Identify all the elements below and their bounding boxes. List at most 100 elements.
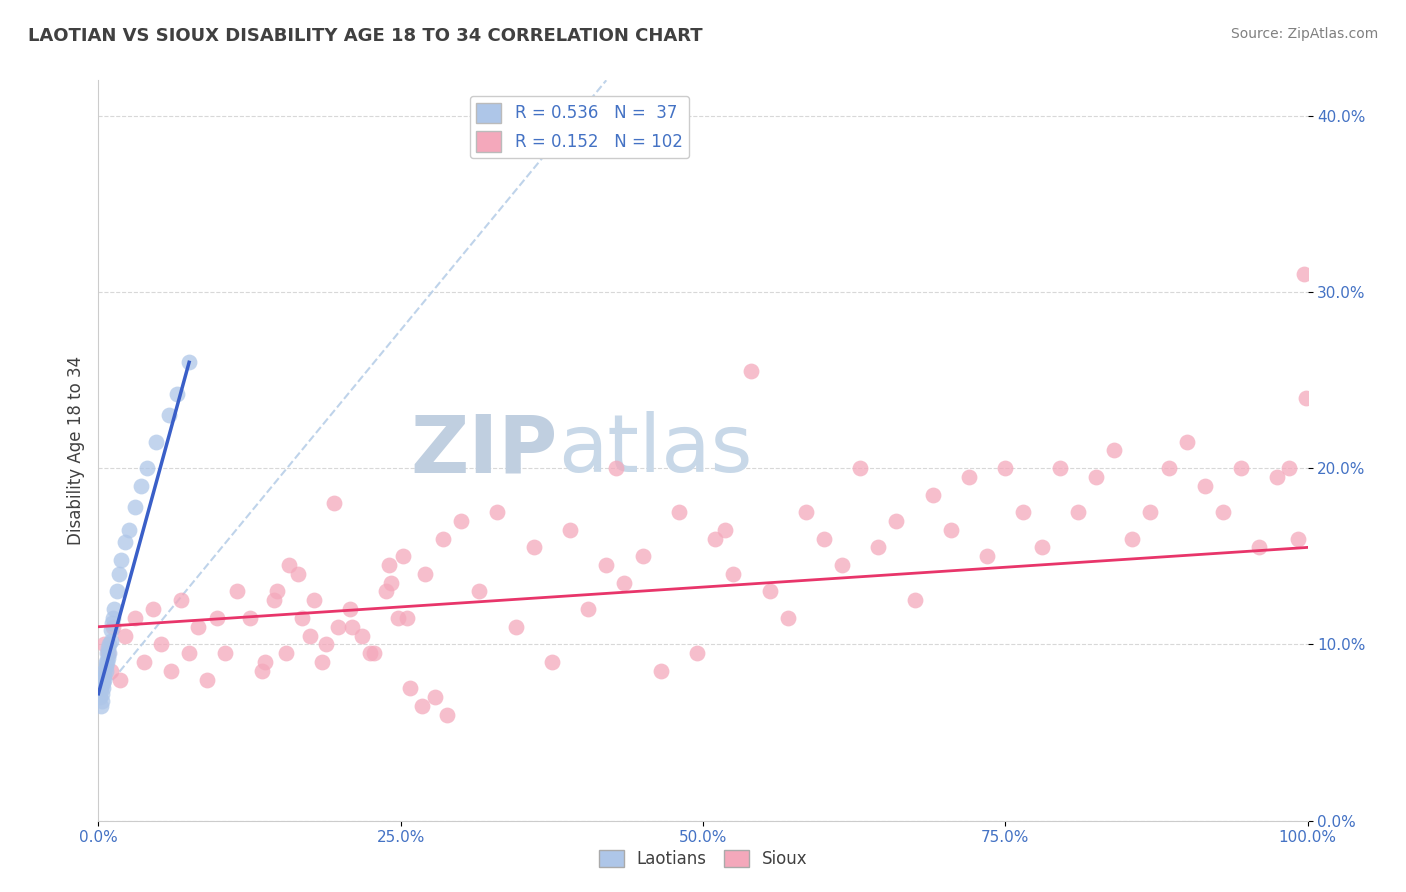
Point — [195, 673, 218, 687]
Point — [89, 690, 111, 705]
Point — [118, 523, 141, 537]
Point — [169, 593, 191, 607]
Point — [302, 593, 325, 607]
Point — [287, 566, 309, 581]
Point — [1295, 391, 1317, 405]
Point — [100, 633, 122, 648]
Point — [124, 611, 146, 625]
Legend: Laotians, Sioux: Laotians, Sioux — [592, 843, 814, 875]
Point — [704, 532, 727, 546]
Point — [558, 523, 581, 537]
Point — [1249, 541, 1271, 555]
Point — [813, 532, 835, 546]
Point — [468, 584, 491, 599]
Point — [436, 707, 458, 722]
Point — [250, 664, 273, 678]
Point — [994, 461, 1017, 475]
Point — [150, 637, 173, 651]
Point — [110, 553, 132, 567]
Point — [299, 628, 322, 642]
Point — [93, 669, 115, 683]
Point — [939, 523, 962, 537]
Point — [114, 535, 136, 549]
Point — [157, 408, 180, 422]
Point — [311, 655, 333, 669]
Point — [1102, 443, 1125, 458]
Point — [794, 505, 817, 519]
Point — [263, 593, 285, 607]
Point — [363, 646, 385, 660]
Point — [254, 655, 277, 669]
Point — [380, 575, 402, 590]
Point — [595, 558, 617, 572]
Point — [350, 628, 373, 642]
Point — [315, 637, 337, 651]
Point — [831, 558, 853, 572]
Point — [605, 461, 627, 475]
Point — [423, 690, 446, 705]
Point — [631, 549, 654, 564]
Point — [1139, 505, 1161, 519]
Point — [124, 500, 146, 514]
Point — [239, 611, 262, 625]
Point — [129, 479, 152, 493]
Point — [90, 699, 112, 714]
Point — [668, 505, 690, 519]
Point — [98, 637, 121, 651]
Point — [323, 496, 346, 510]
Point — [90, 681, 112, 696]
Point — [134, 655, 156, 669]
Point — [135, 461, 157, 475]
Point — [91, 694, 114, 708]
Point — [523, 541, 546, 555]
Point — [160, 664, 183, 678]
Point — [399, 681, 422, 696]
Point — [96, 655, 118, 669]
Point — [650, 664, 672, 678]
Point — [179, 355, 201, 369]
Point — [142, 602, 165, 616]
Point — [94, 664, 117, 678]
Point — [413, 566, 436, 581]
Point — [450, 514, 472, 528]
Point — [342, 620, 364, 634]
Text: ZIP: ZIP — [411, 411, 558, 490]
Point — [713, 523, 735, 537]
Point — [1121, 532, 1143, 546]
Point — [105, 584, 128, 599]
Point — [360, 646, 382, 660]
Point — [100, 624, 122, 638]
Point — [613, 575, 636, 590]
Point — [1230, 461, 1253, 475]
Point — [1157, 461, 1180, 475]
Point — [339, 602, 361, 616]
Point — [377, 558, 399, 572]
Point — [97, 646, 120, 660]
Point — [1194, 479, 1216, 493]
Point — [395, 611, 418, 625]
Point — [326, 620, 349, 634]
Point — [686, 646, 709, 660]
Point — [226, 584, 249, 599]
Point — [179, 646, 201, 660]
Point — [97, 651, 120, 665]
Point — [94, 658, 117, 673]
Point — [145, 434, 167, 449]
Point — [91, 687, 114, 701]
Point — [1267, 470, 1289, 484]
Point — [1067, 505, 1090, 519]
Legend: R = 0.536   N =  37, R = 0.152   N = 102: R = 0.536 N = 37, R = 0.152 N = 102 — [470, 96, 689, 159]
Point — [98, 646, 121, 660]
Point — [205, 611, 228, 625]
Point — [166, 387, 188, 401]
Point — [290, 611, 312, 625]
Point — [740, 364, 762, 378]
Point — [91, 681, 114, 696]
Point — [114, 628, 136, 642]
Point — [100, 616, 122, 631]
Point — [108, 673, 131, 687]
Point — [576, 602, 599, 616]
Point — [432, 532, 454, 546]
Point — [392, 549, 415, 564]
Point — [274, 646, 297, 660]
